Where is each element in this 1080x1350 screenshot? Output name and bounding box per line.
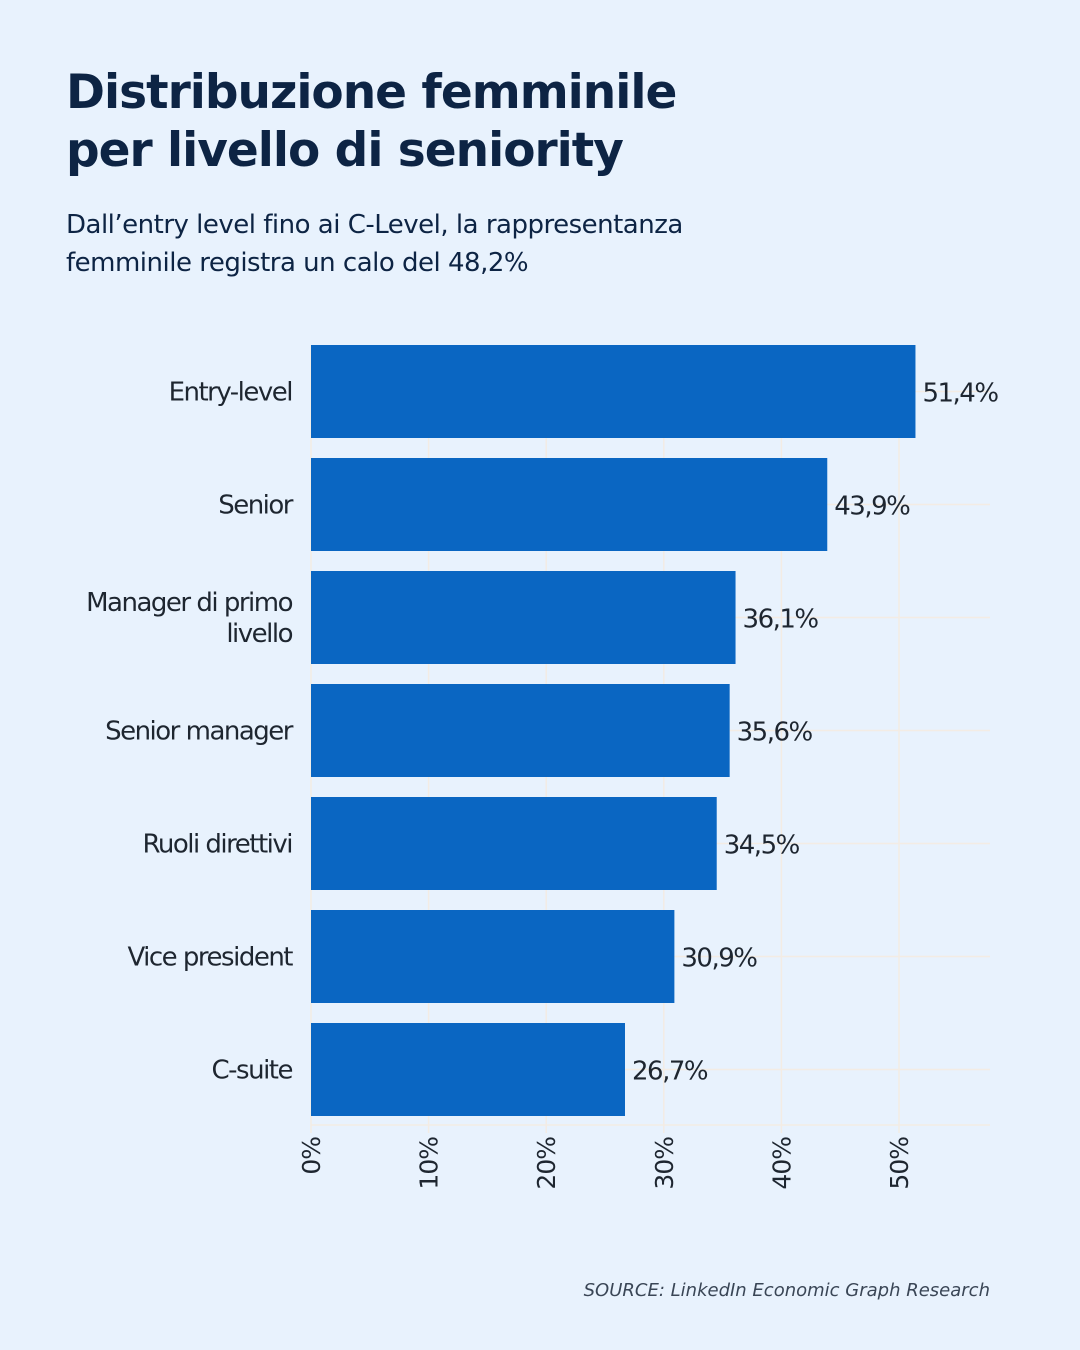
data-label: 35,6% xyxy=(737,718,813,748)
x-tick-label: 40% xyxy=(767,1137,796,1190)
x-tick-label: 10% xyxy=(415,1137,444,1190)
source-note: SOURCE: LinkedIn Economic Graph Research xyxy=(583,1280,990,1301)
data-label: 30,9% xyxy=(681,944,757,974)
bar xyxy=(311,458,828,551)
x-tick-label: 30% xyxy=(650,1137,679,1190)
chart-subtitle: Dall’entry level fino ai C-Level, la rap… xyxy=(66,206,683,282)
data-label: 51,4% xyxy=(922,379,998,409)
title-line: Distribuzione femminile xyxy=(66,65,677,120)
x-tick-label: 20% xyxy=(532,1137,561,1190)
category-label: Entry-level xyxy=(169,378,292,408)
category-label: C-suite xyxy=(212,1056,293,1086)
data-label: 26,7% xyxy=(632,1057,708,1087)
bar xyxy=(311,571,736,664)
subtitle-line: femminile registra un calo del 48,2% xyxy=(66,248,529,278)
category-label: livello xyxy=(226,619,292,649)
bar xyxy=(311,797,717,890)
chart-title: Distribuzione femminile per livello di s… xyxy=(66,64,677,180)
bar xyxy=(311,910,675,1003)
data-label: 34,5% xyxy=(724,831,800,861)
category-label: Ruoli direttivi xyxy=(142,830,292,860)
subtitle-line: Dall’entry level fino ai C-Level, la rap… xyxy=(66,210,683,240)
title-line: per livello di seniority xyxy=(66,123,624,178)
x-tick-label: 0% xyxy=(297,1137,326,1175)
bar xyxy=(311,345,916,438)
category-label: Manager di primo xyxy=(86,588,292,618)
category-label: Senior xyxy=(218,491,294,521)
bar xyxy=(311,684,730,777)
x-tick-label: 50% xyxy=(885,1137,914,1190)
data-label: 43,9% xyxy=(834,492,910,522)
bar xyxy=(311,1023,625,1116)
data-label: 36,1% xyxy=(743,605,819,635)
category-label: Vice president xyxy=(127,943,293,973)
category-label: Senior manager xyxy=(105,717,294,747)
